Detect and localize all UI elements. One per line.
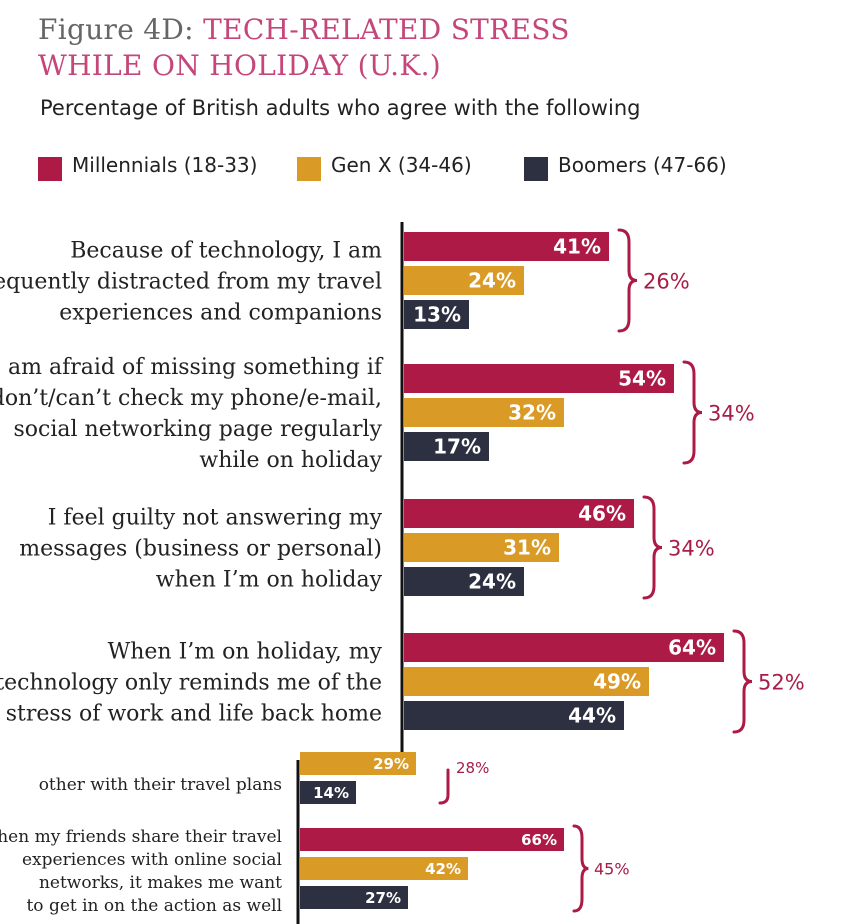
value-label-boomers-q4: 44% bbox=[568, 704, 616, 728]
gap-brace-q4 bbox=[732, 629, 753, 734]
title-line-1: TECH-RELATED STRESS bbox=[203, 13, 570, 46]
legend-swatch-boomers bbox=[524, 157, 548, 181]
value-label-genx-q3: 31% bbox=[503, 536, 551, 560]
value-label-genx-q2: 32% bbox=[508, 401, 556, 425]
value-label-boomers-q3: 24% bbox=[468, 570, 516, 594]
lower-gap-label-q1: 28% bbox=[456, 759, 489, 777]
lower-bar-genx-q1 bbox=[300, 752, 416, 775]
question-label-3-line-1: I feel guilty not answering my bbox=[48, 506, 383, 531]
lower-value-label-genx-q1: 29% bbox=[373, 755, 409, 773]
chart-title: Figure 4D: TECH-RELATED STRESS WHILE ON … bbox=[38, 12, 570, 84]
question-label-4-line-2: technology only reminds me of the bbox=[0, 671, 382, 696]
bar-boomers-q3 bbox=[404, 567, 524, 596]
question-label-3-line-2: messages (business or personal) bbox=[19, 537, 382, 562]
lower-question-label-2-line-4: to get in on the action as well bbox=[26, 896, 282, 916]
bar-genx-q4 bbox=[404, 667, 649, 696]
lower-value-label-boomers-q2: 27% bbox=[365, 889, 401, 907]
bar-boomers-q1 bbox=[404, 300, 469, 329]
bar-genx-q2 bbox=[404, 398, 564, 427]
bar-millennials-q1 bbox=[404, 232, 609, 261]
legend-label-genx: Gen X (34-46) bbox=[331, 153, 472, 177]
bar-boomers-q2 bbox=[404, 432, 489, 461]
lower-bar-genx-q2 bbox=[300, 857, 468, 880]
lower-question-label-1-line-1: other with their travel plans bbox=[39, 775, 282, 795]
legend-label-boomers: Boomers (47-66) bbox=[558, 153, 727, 177]
gap-brace-q3 bbox=[642, 495, 663, 600]
lower-gap-label-q2: 45% bbox=[594, 860, 630, 879]
gap-brace-q1 bbox=[617, 228, 638, 333]
question-label-2-line-2: I don’t/can’t check my phone/e-mail, bbox=[0, 386, 382, 411]
lower-bar-boomers-q1 bbox=[300, 781, 356, 804]
lower-question-label-2-line-3: networks, it makes me want bbox=[39, 873, 282, 893]
value-label-genx-q4: 49% bbox=[593, 670, 641, 694]
legend-swatch-millennials bbox=[38, 157, 62, 181]
lower-bar-boomers-q2 bbox=[300, 886, 408, 909]
lower-value-label-millennials-q2: 66% bbox=[521, 831, 557, 849]
lower-question-label-2-line-1: When my friends share their travel bbox=[0, 827, 282, 847]
lower-value-label-genx-q2: 42% bbox=[425, 860, 461, 878]
bar-millennials-q4 bbox=[404, 633, 724, 662]
bar-boomers-q4 bbox=[404, 701, 624, 730]
gap-brace-q2 bbox=[682, 360, 703, 465]
figure-label: Figure 4D: bbox=[38, 13, 194, 46]
value-label-genx-q1: 24% bbox=[468, 269, 516, 293]
question-label-2-line-4: while on holiday bbox=[199, 448, 382, 473]
title-line-2: WHILE ON HOLIDAY (U.K.) bbox=[38, 49, 441, 82]
gap-label-q2: 34% bbox=[708, 402, 755, 426]
lower-question-label-2-line-2: experiences with online social bbox=[22, 850, 282, 870]
lower-gap-brace-q1 bbox=[438, 768, 450, 805]
legend-swatch-genx bbox=[297, 157, 321, 181]
bar-millennials-q3 bbox=[404, 499, 634, 528]
question-label-4-line-1: When I’m on holiday, my bbox=[108, 640, 383, 665]
chart-subtitle: Percentage of British adults who agree w… bbox=[40, 96, 641, 120]
value-label-millennials-q1: 41% bbox=[553, 235, 601, 259]
question-label-1-line-1: Because of technology, I am bbox=[70, 239, 382, 264]
lower-value-label-boomers-q1: 14% bbox=[313, 784, 349, 802]
gap-label-q1: 26% bbox=[643, 270, 690, 294]
value-label-boomers-q2: 17% bbox=[433, 435, 481, 459]
lower-gap-brace-q2 bbox=[572, 824, 589, 913]
value-label-boomers-q1: 13% bbox=[413, 303, 461, 327]
question-label-1-line-3: experiences and companions bbox=[59, 301, 382, 326]
question-label-2-line-3: social networking page regularly bbox=[14, 417, 383, 442]
bar-genx-q1 bbox=[404, 266, 524, 295]
question-label-2-line-1: I am afraid of missing something if bbox=[0, 355, 384, 380]
lower-bar-millennials-q2 bbox=[300, 828, 564, 851]
question-label-3-line-3: when I’m on holiday bbox=[156, 568, 383, 593]
question-label-1-line-2: frequently distracted from my travel bbox=[0, 270, 382, 295]
gap-label-q4: 52% bbox=[758, 671, 805, 695]
value-label-millennials-q2: 54% bbox=[618, 367, 666, 391]
legend-label-millennials: Millennials (18-33) bbox=[72, 153, 258, 177]
value-label-millennials-q4: 64% bbox=[668, 636, 716, 660]
value-label-millennials-q3: 46% bbox=[578, 502, 626, 526]
bar-genx-q3 bbox=[404, 533, 559, 562]
gap-label-q3: 34% bbox=[668, 537, 715, 561]
bar-millennials-q2 bbox=[404, 364, 674, 393]
question-label-4-line-3: stress of work and life back home bbox=[6, 702, 382, 727]
